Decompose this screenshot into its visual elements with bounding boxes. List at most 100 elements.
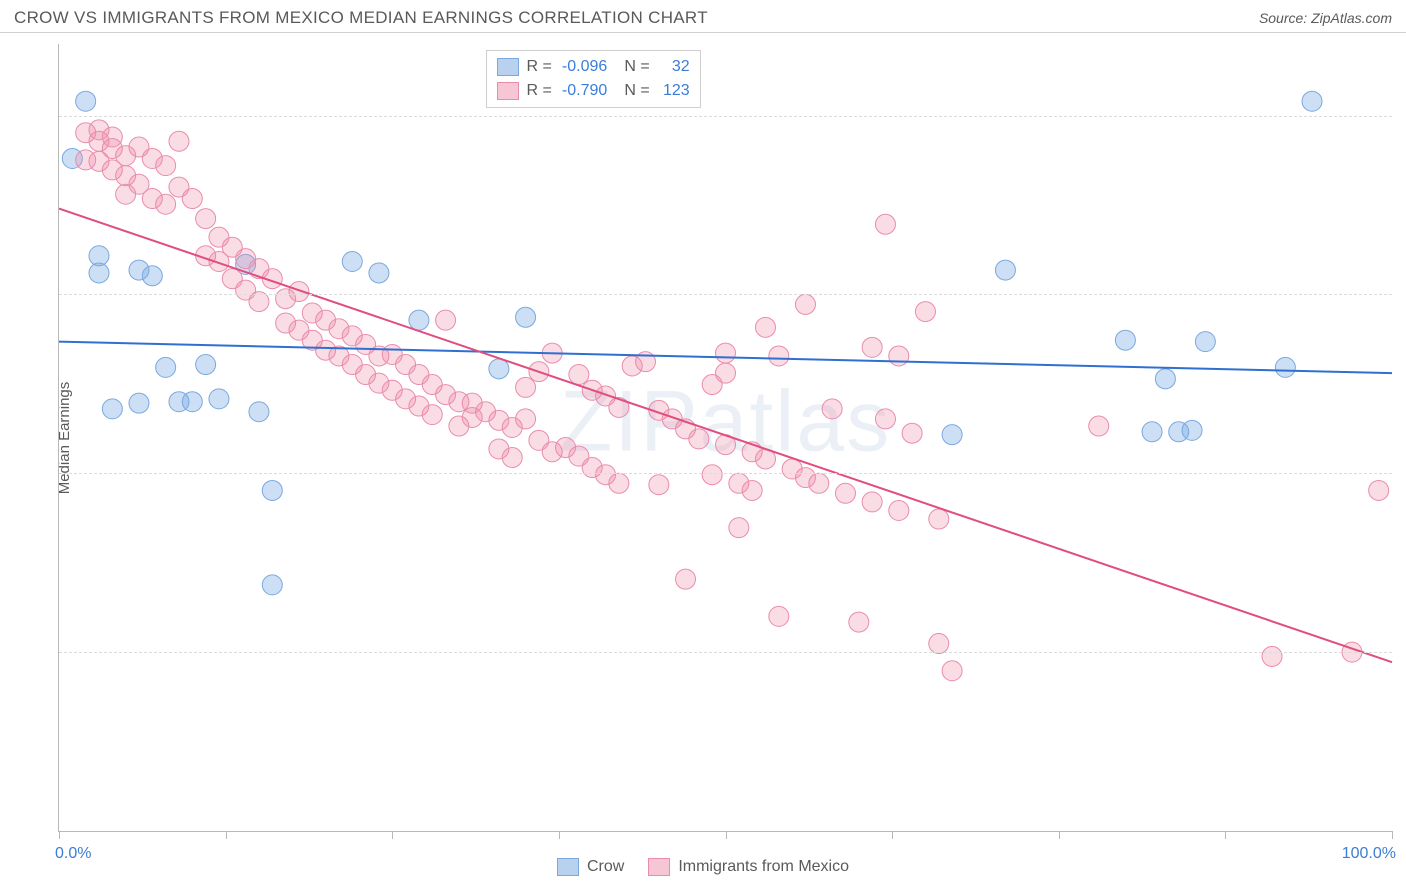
scatter-point: [502, 448, 522, 468]
scatter-point: [755, 317, 775, 337]
scatter-point: [182, 189, 202, 209]
legend-item: Immigrants from Mexico: [648, 858, 849, 876]
scatter-point: [716, 363, 736, 383]
scatter-svg: [59, 44, 1392, 831]
scatter-point: [516, 307, 536, 327]
scatter-point: [995, 260, 1015, 280]
scatter-point: [929, 509, 949, 529]
scatter-point: [436, 310, 456, 330]
scatter-point: [156, 357, 176, 377]
stat-n-value: 32: [660, 55, 690, 79]
scatter-point: [942, 661, 962, 681]
scatter-point: [569, 365, 589, 385]
scatter-point: [769, 606, 789, 626]
x-tick: [559, 831, 560, 839]
scatter-point: [76, 91, 96, 111]
scatter-point: [875, 409, 895, 429]
scatter-point: [182, 392, 202, 412]
scatter-point: [369, 263, 389, 283]
scatter-point: [169, 131, 189, 151]
scatter-point: [902, 423, 922, 443]
scatter-point: [422, 405, 442, 425]
scatter-point: [862, 492, 882, 512]
scatter-point: [689, 429, 709, 449]
stat-r-label: R =: [527, 55, 552, 79]
stat-n-label: N =: [620, 79, 650, 103]
scatter-point: [809, 473, 829, 493]
legend-label: Immigrants from Mexico: [678, 858, 849, 876]
scatter-point: [1275, 357, 1295, 377]
x-tick: [1059, 831, 1060, 839]
x-tick: [726, 831, 727, 839]
scatter-point: [196, 209, 216, 229]
chart-area: Median Earnings ZIPatlas R =-0.096 N =32…: [14, 44, 1392, 832]
scatter-point: [516, 409, 536, 429]
scatter-point: [676, 569, 696, 589]
scatter-point: [769, 346, 789, 366]
plot-region: ZIPatlas R =-0.096 N =32R =-0.790 N =123…: [58, 44, 1392, 832]
scatter-point: [102, 399, 122, 419]
legend-label: Crow: [587, 858, 624, 876]
scatter-point: [889, 346, 909, 366]
scatter-point: [142, 266, 162, 286]
legend-item: Crow: [557, 858, 624, 876]
scatter-point: [822, 399, 842, 419]
scatter-point: [262, 575, 282, 595]
stat-n-value: 123: [660, 79, 690, 103]
stats-row: R = -0.790 N = 123: [497, 79, 690, 103]
stat-r-label: R =: [527, 79, 552, 103]
scatter-point: [196, 355, 216, 375]
chart-title: CROW VS IMMIGRANTS FROM MEXICO MEDIAN EA…: [14, 8, 708, 28]
legend-swatch: [648, 858, 670, 876]
scatter-point: [929, 634, 949, 654]
scatter-point: [1182, 420, 1202, 440]
scatter-point: [209, 389, 229, 409]
x-tick: [392, 831, 393, 839]
scatter-point: [1262, 646, 1282, 666]
scatter-point: [1302, 91, 1322, 111]
correlation-stats-box: R = -0.096 N = 32R = -0.790 N = 123: [486, 50, 701, 108]
scatter-point: [1142, 422, 1162, 442]
scatter-point: [875, 214, 895, 234]
scatter-point: [342, 251, 362, 271]
gridline: [59, 294, 1392, 295]
x-tick: [892, 831, 893, 839]
scatter-point: [862, 337, 882, 357]
gridline: [59, 652, 1392, 653]
scatter-point: [716, 343, 736, 363]
x-tick: [1392, 831, 1393, 839]
stats-row: R =-0.096 N =32: [497, 55, 690, 79]
scatter-point: [742, 480, 762, 500]
scatter-point: [89, 263, 109, 283]
scatter-point: [702, 465, 722, 485]
scatter-point: [156, 156, 176, 176]
scatter-point: [409, 310, 429, 330]
scatter-point: [649, 475, 669, 495]
scatter-point: [1369, 480, 1389, 500]
scatter-point: [849, 612, 869, 632]
scatter-point: [489, 359, 509, 379]
scatter-point: [915, 302, 935, 322]
legend-swatch: [497, 82, 519, 100]
scatter-point: [1115, 330, 1135, 350]
scatter-point: [889, 500, 909, 520]
legend: Crow Immigrants from Mexico: [0, 858, 1406, 876]
legend-swatch: [497, 58, 519, 76]
scatter-point: [129, 393, 149, 413]
legend-swatch: [557, 858, 579, 876]
stat-r-value: -0.096: [562, 55, 612, 79]
x-tick: [1225, 831, 1226, 839]
scatter-point: [1155, 369, 1175, 389]
scatter-point: [516, 377, 536, 397]
x-tick: [226, 831, 227, 839]
scatter-point: [942, 425, 962, 445]
source-label: Source: ZipAtlas.com: [1259, 10, 1392, 26]
stat-r-value: -0.790: [562, 79, 612, 103]
scatter-point: [156, 194, 176, 214]
x-tick: [59, 831, 60, 839]
scatter-point: [1089, 416, 1109, 436]
scatter-point: [609, 473, 629, 493]
gridline: [59, 116, 1392, 117]
scatter-point: [835, 483, 855, 503]
scatter-point: [249, 402, 269, 422]
